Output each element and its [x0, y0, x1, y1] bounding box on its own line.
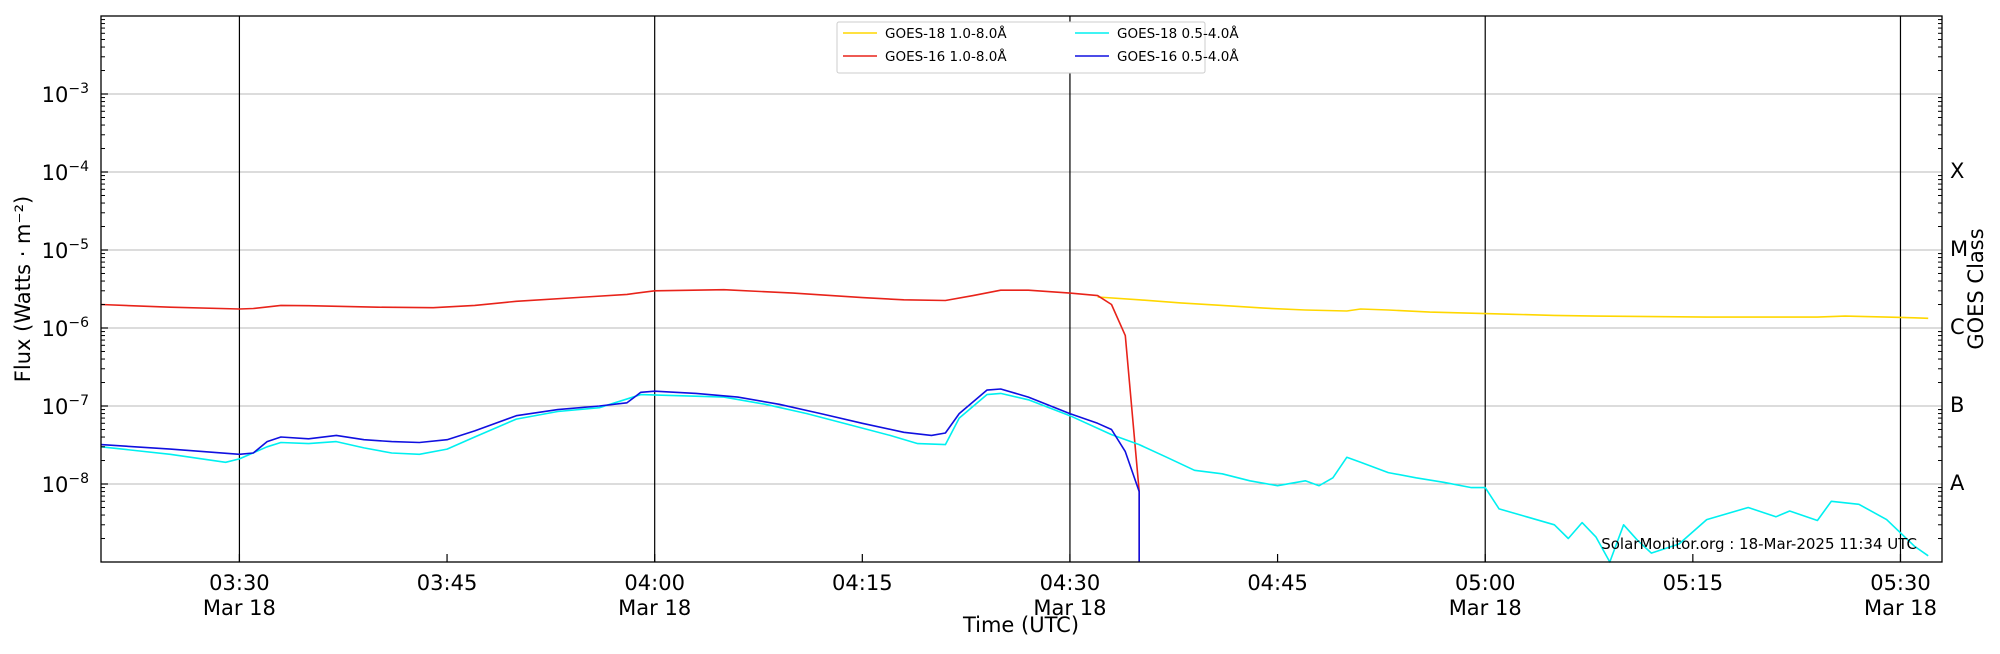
legend: GOES-18 1.0-8.0Å GOES-16 1.0-8.0Å GOES-18 …	[836, 21, 1239, 74]
y-tick-base: 10	[42, 473, 69, 497]
goes-class-label: C	[1950, 315, 1965, 339]
goes-class-label: B	[1950, 393, 1964, 417]
x-tick-label: 04:45	[1247, 571, 1308, 595]
goes-class-label: M	[1950, 237, 1968, 261]
goes-class-labels: X M C B A	[1950, 159, 1968, 495]
y-tick-base: 10	[42, 239, 69, 263]
x-tick-label: 04:15	[832, 571, 893, 595]
series-line	[1097, 296, 1929, 320]
gridlines	[101, 93, 1942, 485]
y-tick-base: 10	[42, 317, 69, 341]
vertical-time-lines	[238, 16, 1902, 562]
legend-label: GOES-16 0.5-4.0Å	[1117, 48, 1239, 65]
x-tick-label: 05:30	[1870, 571, 1931, 595]
y-axis-ticks: 10−310−410−510−610−710−8	[42, 19, 1942, 540]
y-tick-exponent: −5	[68, 237, 89, 253]
series-line	[100, 392, 1929, 563]
y-tick-base: 10	[42, 395, 69, 419]
y-tick-exponent: −4	[68, 159, 89, 175]
y-tick-label: 10−7	[42, 393, 89, 419]
series-lines	[100, 288, 1929, 563]
credit-text: SolarMonitor.org : 18-Mar-2025 11:34 UTC	[1601, 535, 1917, 553]
x-tick-label: 03:45	[417, 571, 478, 595]
y-tick-exponent: −7	[68, 393, 89, 409]
x-tick-date-label: Mar 18	[618, 596, 691, 620]
y-tick-base: 10	[42, 161, 69, 185]
legend-items: GOES-18 1.0-8.0Å GOES-16 1.0-8.0Å GOES-18 …	[843, 25, 1239, 65]
x-tick-date-label: Mar 18	[1449, 596, 1522, 620]
y-tick-exponent: −3	[68, 81, 89, 97]
x-tick-date-label: Mar 18	[203, 596, 276, 620]
y-tick-label: 10−6	[42, 315, 89, 341]
x-tick-label: 04:00	[624, 571, 685, 595]
x-tick-date-label: Mar 18	[1864, 596, 1937, 620]
goes-class-label: X	[1950, 159, 1964, 183]
y-tick-exponent: −6	[68, 315, 89, 331]
y-tick-label: 10−3	[42, 81, 89, 107]
series-line	[100, 388, 1140, 562]
x-tick-label: 05:00	[1455, 571, 1516, 595]
goes-class-axis-label: GOES Class	[1964, 228, 1988, 349]
x-tick-label: 04:30	[1040, 571, 1101, 595]
legend-box	[836, 21, 1206, 74]
legend-label: GOES-18 1.0-8.0Å	[885, 25, 1007, 42]
legend-label: GOES-18 0.5-4.0Å	[1117, 25, 1239, 42]
plot-frame	[100, 15, 1943, 563]
x-axis-label: Time (UTC)	[962, 613, 1079, 637]
legend-label: GOES-16 1.0-8.0Å	[885, 48, 1007, 65]
series-line	[100, 288, 1140, 562]
y-tick-label: 10−5	[42, 237, 89, 263]
y-tick-label: 10−8	[42, 471, 89, 497]
goes-class-label: A	[1950, 471, 1965, 495]
y-tick-label: 10−4	[42, 159, 89, 185]
x-tick-date-label: Mar 18	[1033, 596, 1106, 620]
y-axis-label: Flux (Watts · m⁻²)	[11, 196, 35, 382]
y-tick-base: 10	[42, 83, 69, 107]
x-tick-label: 03:30	[209, 571, 270, 595]
y-tick-exponent: −8	[68, 471, 89, 487]
x-tick-label: 05:15	[1663, 571, 1724, 595]
